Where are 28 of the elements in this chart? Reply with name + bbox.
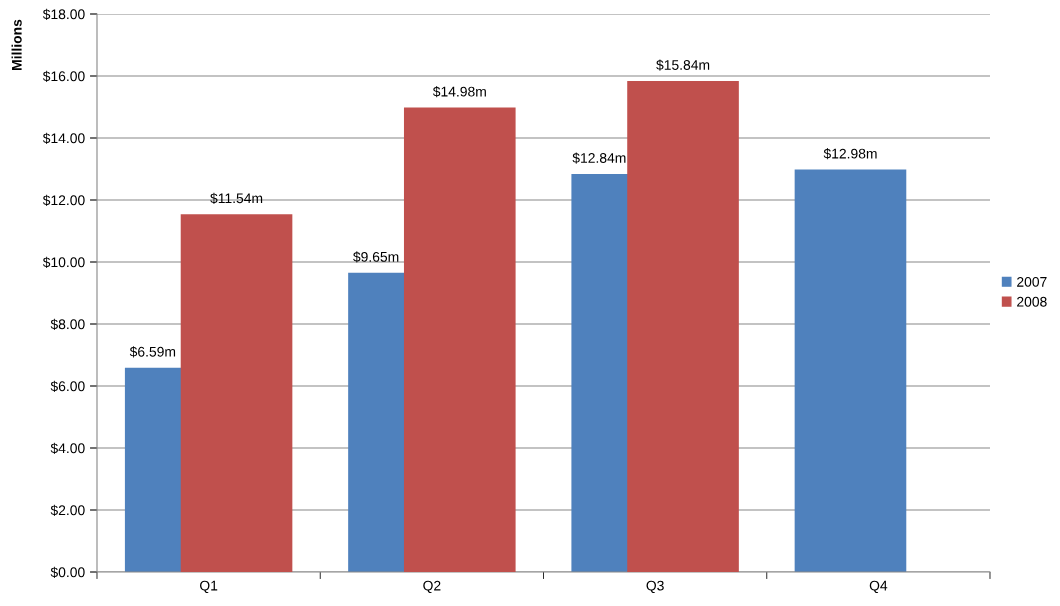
data-label: $12.98m [823,148,877,160]
y-axis-title: Millions [11,19,22,70]
y-tick-label: $12.00 [42,194,85,206]
data-label: $15.84m [656,59,710,71]
x-tick-label: Q3 [646,580,664,594]
bar [794,169,907,572]
y-tick-label: $8.00 [50,318,85,330]
x-tick-label: Q4 [869,580,888,594]
bar [180,214,293,572]
y-tick-label: $2.00 [50,504,85,516]
data-label: $11.54m [210,192,263,205]
y-tick-label: $10.00 [42,256,85,268]
data-label: $9.65m [353,251,399,263]
legend-label: 2008 [1017,296,1047,307]
data-label: $14.98m [432,86,486,98]
y-tick-label: $6.00 [50,380,85,392]
x-tick-label: Q1 [200,580,218,594]
y-tick-label: $18.00 [42,8,85,20]
bar [627,80,739,572]
x-tick-label: Q2 [423,580,441,594]
y-tick-label: $14.00 [42,132,85,144]
legend-label: 2007 [1017,276,1047,287]
y-tick-label: $0.00 [50,566,85,578]
data-label: $6.59m [129,346,176,358]
y-tick-label: $16.00 [42,70,85,82]
y-tick-label: $4.00 [50,442,85,454]
bar [403,107,516,572]
data-label: $12.84m [572,152,626,164]
